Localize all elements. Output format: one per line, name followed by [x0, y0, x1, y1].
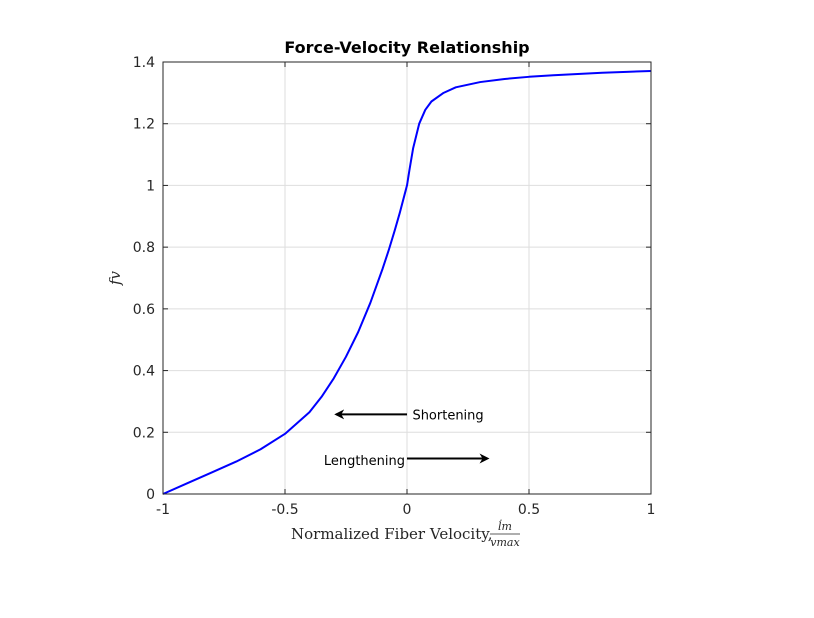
x-tick-label-4: 1 [647, 502, 656, 518]
x-axis-label-numerator: l̇m [498, 520, 512, 533]
x-tick-label-2: 0 [403, 502, 412, 518]
x-axis-label-text: Normalized Fiber Velocity, [291, 525, 493, 543]
y-tick-label-3: 0.6 [133, 302, 155, 318]
x-axis-label: Normalized Fiber Velocity, l̇m vmax [291, 520, 520, 549]
series-line-0 [162, 69, 652, 495]
y-axis-label: fv [106, 270, 124, 286]
data-series [162, 69, 652, 495]
y-tick-label-6: 1.2 [133, 117, 155, 133]
axis-ticks: -1 -0.5 0 0.5 1 0 0.2 0.4 0.6 0.8 1 1.2 1.4 [133, 55, 656, 518]
shortening-label: Shortening [412, 408, 483, 423]
y-tick-label-4: 0.8 [133, 240, 155, 256]
grid-lines [162, 61, 652, 495]
y-tick-label-2: 0.4 [133, 364, 155, 380]
y-tick-label-7: 1.4 [133, 55, 155, 71]
x-axis-label-denominator: vmax [490, 536, 520, 549]
x-tick-label-1: -0.5 [271, 502, 298, 518]
y-tick-label-1: 0.2 [133, 425, 155, 441]
y-tick-label-5: 1 [146, 178, 155, 194]
annotations: Shortening Lengthening [324, 408, 490, 469]
x-tick-label-3: 0.5 [518, 502, 540, 518]
chart-title: Force-Velocity Relationship [284, 38, 529, 57]
y-tick-label-0: 0 [146, 487, 155, 503]
x-tick-label-0: -1 [156, 502, 170, 518]
lengthening-label: Lengthening [324, 454, 405, 469]
